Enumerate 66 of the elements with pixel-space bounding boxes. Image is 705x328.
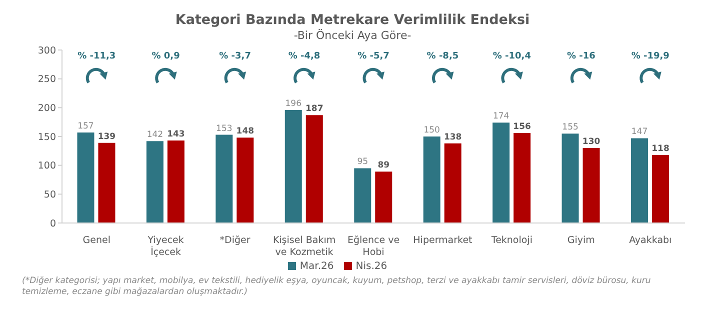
bar: [98, 142, 116, 223]
x-tick-label: Eğlence ve Hobi: [347, 235, 400, 258]
y-tick-label: 200: [38, 103, 56, 114]
bar: [146, 141, 164, 223]
bar: [77, 132, 94, 223]
annotation: % -19,9: [631, 52, 670, 62]
annotation: % -4,8: [288, 52, 320, 62]
bar: [423, 136, 440, 223]
bar: [492, 122, 510, 223]
data-label: 95: [357, 157, 368, 168]
data-label: 174: [492, 112, 510, 122]
data-label: 187: [306, 104, 324, 114]
annotation: % 0,9: [152, 52, 180, 62]
bar: [631, 138, 648, 223]
y-tick-label: 100: [38, 160, 56, 172]
data-label: 130: [582, 137, 600, 148]
data-label: 150: [424, 126, 440, 136]
annotation: % -10,4: [492, 52, 531, 62]
x-tick-label: Yiyecek İçecek: [146, 235, 184, 258]
chart-title: Kategori Bazında Metrekare Verimlilik Endeksi: [174, 12, 531, 28]
data-label: 196: [285, 98, 302, 109]
data-label: 156: [513, 122, 532, 132]
text: (*Diğer kategorisi; yapı market, mobilya, ev tekstili, hediyelik eşya, oyuncak, kuyum, petshop, terzi ve ayakkabı tamir servisleri, döviz bürosu, kuru temizleme, eczane gibi mağazalardan oluşmaktadır.): [22, 276, 652, 298]
data-label: 153: [216, 124, 232, 134]
annotation: % -5,7: [358, 52, 390, 62]
data-label: 139: [98, 132, 116, 142]
bar: [514, 133, 531, 223]
data-label: 142: [146, 130, 164, 140]
data-label: 118: [652, 144, 670, 154]
data-label: 147: [631, 127, 648, 138]
bar: [652, 154, 670, 223]
legend-label: Mar.26: [300, 261, 334, 272]
x-tick-label: Ayakkabı: [629, 235, 672, 246]
y-tick-label: 150: [38, 132, 56, 143]
y-tick-label: 250: [38, 74, 56, 86]
data-label: 148: [236, 126, 254, 137]
y-tick-label: 0: [50, 218, 56, 230]
x-tick-label: Hipermarket: [413, 235, 473, 246]
bar: [306, 115, 323, 223]
data-label: 157: [78, 121, 94, 132]
bar: [444, 143, 462, 223]
data-label: 138: [444, 132, 462, 142]
bar: [284, 110, 302, 223]
bar: [354, 168, 372, 223]
data-label: 89: [378, 160, 390, 171]
annotation: % -16: [566, 52, 596, 62]
x-tick-label: Kişisel Bakım ve Kozmetik: [272, 235, 336, 258]
bar: [216, 134, 233, 223]
data-label: 143: [167, 130, 185, 140]
bar: [582, 148, 600, 223]
x-tick-label: Teknoloji: [490, 235, 532, 246]
bar: [236, 138, 254, 223]
annotation: % -3,7: [219, 52, 251, 62]
bar: [562, 134, 579, 223]
chart-subtitle: -Bir Önceki Aya Göre-: [292, 29, 412, 42]
bar: [375, 172, 392, 223]
x-tick-label: Genel: [82, 235, 110, 246]
y-tick-label: 300: [38, 45, 56, 56]
bar: [167, 140, 184, 223]
annotation: % -8,5: [426, 52, 459, 62]
y-tick-label: 50: [44, 190, 56, 201]
data-label: 155: [562, 122, 578, 133]
legend-label: Nis.26: [356, 261, 388, 272]
x-tick-label: Giyim: [567, 235, 595, 246]
x-tick-label: *Diğer: [220, 235, 250, 246]
annotation: % -11,3: [78, 52, 116, 62]
